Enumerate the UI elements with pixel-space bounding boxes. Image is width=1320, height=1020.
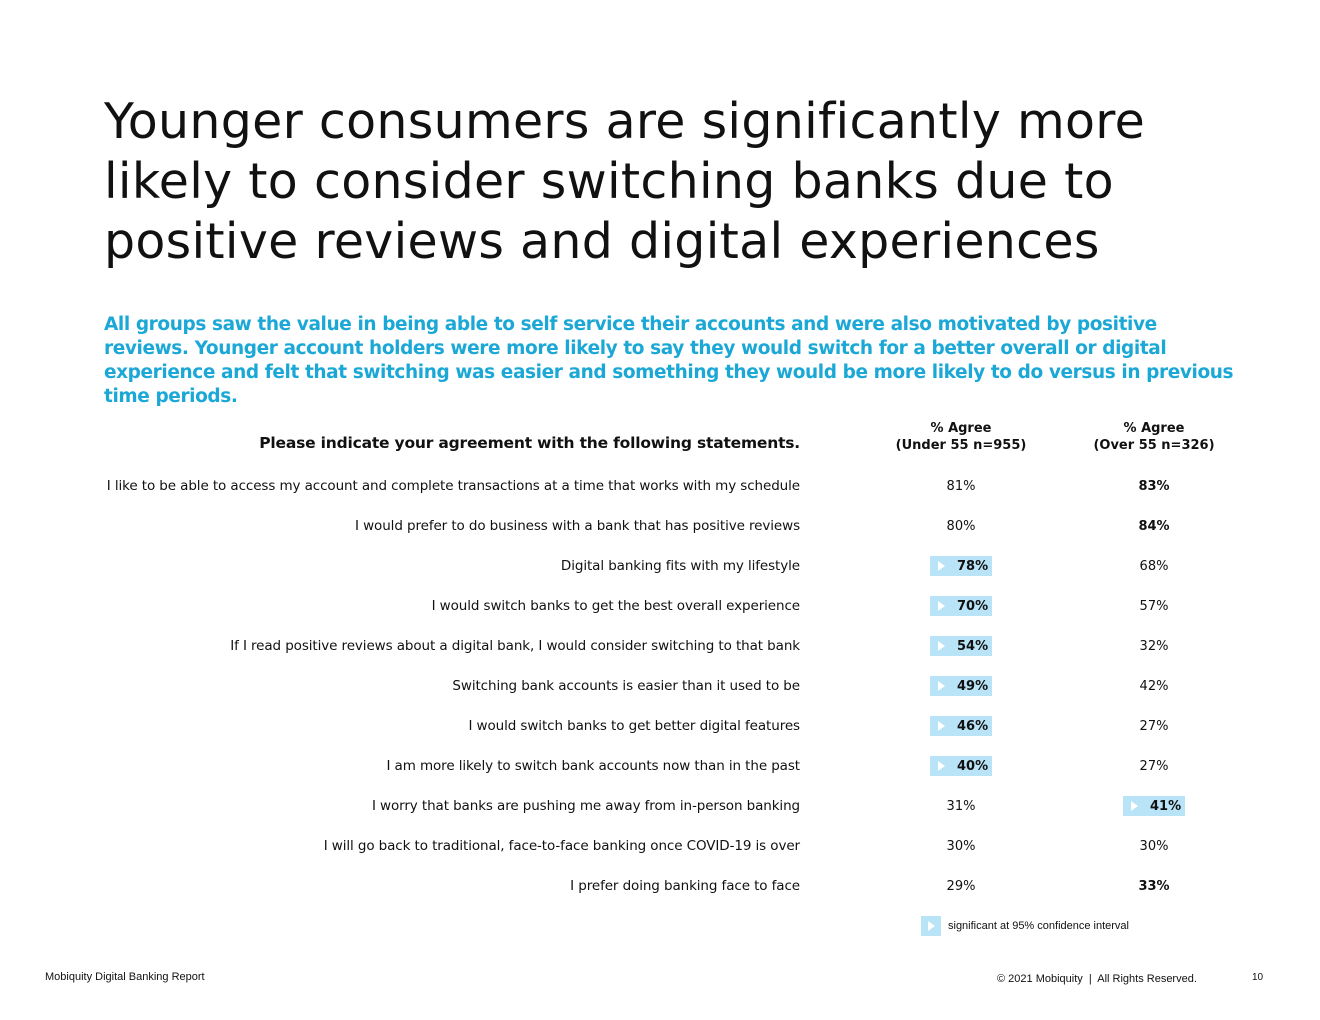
row-statement: Switching bank accounts is easier than i… xyxy=(452,678,800,694)
row-statement: I am more likely to switch bank accounts… xyxy=(386,758,800,774)
play-triangle-icon xyxy=(938,721,945,731)
significance-highlight: 41% xyxy=(1123,796,1185,816)
table-row: Switching bank accounts is easier than i… xyxy=(0,666,1320,706)
column-header-over-55: % Agree (Over 55 n=326) xyxy=(1093,421,1215,453)
value-under-55: 49% xyxy=(861,666,1061,706)
page-title: Younger consumers are significantly more… xyxy=(104,93,1146,270)
value-under-55: 81% xyxy=(946,478,976,494)
row-statement: I would prefer to do business with a ban… xyxy=(355,518,800,534)
footer-copyright: © 2021 Mobiquity | All Rights Reserved. xyxy=(997,973,1197,985)
row-statement: I would switch banks to get the best ove… xyxy=(431,598,801,614)
value-over-55: 30% xyxy=(1139,838,1169,854)
footer-report-name: Mobiquity Digital Banking Report xyxy=(45,971,205,983)
table-row: I would switch banks to get the best ove… xyxy=(0,586,1320,626)
table-row: Digital banking fits with my lifestyle 7… xyxy=(0,546,1320,586)
table-row: I prefer doing banking face to face 29% … xyxy=(0,866,1320,906)
row-statement: I like to be able to access my account a… xyxy=(106,478,800,494)
significance-highlight: 78% xyxy=(930,556,992,576)
table-question-header: Please indicate your agreement with the … xyxy=(259,434,800,452)
table-row: If I read positive reviews about a digit… xyxy=(0,626,1320,666)
value-over-55: 68% xyxy=(1139,558,1169,574)
row-statement: I prefer doing banking face to face xyxy=(570,878,800,894)
value-under-55: 54% xyxy=(861,626,1061,666)
table-row: I am more likely to switch bank accounts… xyxy=(0,746,1320,786)
value-over-55: 84% xyxy=(1138,518,1170,534)
value-over-55: 32% xyxy=(1139,638,1169,654)
table-row: I like to be able to access my account a… xyxy=(0,466,1320,506)
value-under-55: 30% xyxy=(946,838,976,854)
value-under-55: 31% xyxy=(946,798,976,814)
value-over-55: 42% xyxy=(1139,678,1169,694)
value-under-55: 29% xyxy=(946,878,976,894)
significance-highlight: 40% xyxy=(930,756,992,776)
value-over-55: 57% xyxy=(1139,598,1169,614)
legend-text: significant at 95% confidence interval xyxy=(948,920,1129,932)
table-row: I would prefer to do business with a ban… xyxy=(0,506,1320,546)
value-over-55: 83% xyxy=(1138,478,1170,494)
page-number: 10 xyxy=(1252,972,1264,983)
column-header-under-55: % Agree (Under 55 n=955) xyxy=(895,421,1027,453)
play-triangle-icon xyxy=(1131,801,1138,811)
significance-highlight: 70% xyxy=(930,596,992,616)
significance-legend: significant at 95% confidence interval xyxy=(921,916,1129,936)
significance-highlight: 54% xyxy=(930,636,992,656)
significance-highlight: 46% xyxy=(930,716,992,736)
value-under-55: 78% xyxy=(861,546,1061,586)
value-over-55: 27% xyxy=(1139,718,1169,734)
play-triangle-icon xyxy=(938,561,945,571)
play-triangle-icon xyxy=(938,601,945,611)
table-row: I worry that banks are pushing me away f… xyxy=(0,786,1320,826)
significance-highlight: 49% xyxy=(930,676,992,696)
table-row: I would switch banks to get better digit… xyxy=(0,706,1320,746)
table-row: I will go back to traditional, face-to-f… xyxy=(0,826,1320,866)
play-triangle-icon xyxy=(927,921,935,931)
row-statement: Digital banking fits with my lifestyle xyxy=(560,558,800,574)
value-under-55: 46% xyxy=(861,706,1061,746)
row-statement: I worry that banks are pushing me away f… xyxy=(371,798,800,814)
value-under-55: 80% xyxy=(946,518,976,534)
value-over-55: 27% xyxy=(1139,758,1169,774)
row-statement: I would switch banks to get better digit… xyxy=(468,718,800,734)
page-subtitle: All groups saw the value in being able t… xyxy=(104,314,1234,407)
play-triangle-icon xyxy=(938,641,945,651)
value-over-55: 41% xyxy=(1054,786,1254,826)
play-triangle-icon xyxy=(938,761,945,771)
row-statement: If I read positive reviews about a digit… xyxy=(230,638,800,654)
row-statement: I will go back to traditional, face-to-f… xyxy=(323,838,800,854)
value-over-55: 33% xyxy=(1138,878,1170,894)
play-triangle-icon xyxy=(938,681,945,691)
value-under-55: 70% xyxy=(861,586,1061,626)
legend-swatch xyxy=(921,916,941,936)
value-under-55: 40% xyxy=(861,746,1061,786)
